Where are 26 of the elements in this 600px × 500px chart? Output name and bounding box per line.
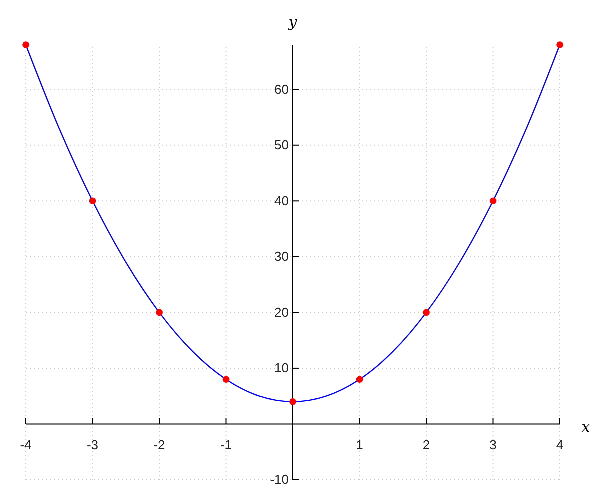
y-tick-label: 50 bbox=[274, 138, 289, 153]
y-tick-label: -10 bbox=[270, 472, 289, 488]
x-tick-label: -1 bbox=[220, 437, 232, 452]
point bbox=[490, 198, 497, 205]
x-tick-label: -2 bbox=[154, 437, 166, 452]
x-tick-label: -3 bbox=[86, 437, 99, 452]
point bbox=[22, 42, 30, 48]
y-tick-label: 20 bbox=[274, 304, 289, 320]
point bbox=[89, 198, 96, 205]
point bbox=[556, 42, 564, 48]
point bbox=[423, 309, 430, 316]
x-tick-label: 2 bbox=[422, 437, 430, 452]
y-axis-title: y bbox=[288, 13, 298, 31]
x-tick-label: 1 bbox=[356, 437, 364, 452]
point bbox=[156, 309, 163, 316]
y-tick-label: 30 bbox=[274, 249, 289, 264]
x-tick-label: 3 bbox=[490, 437, 497, 452]
y-tick-label: 40 bbox=[274, 193, 289, 208]
x-tick-label: 4 bbox=[556, 437, 564, 452]
y-tick-label: 60 bbox=[274, 82, 289, 97]
x-axis-title: x bbox=[582, 418, 591, 436]
x-tick-label: -4 bbox=[20, 437, 32, 452]
y-tick-label: 10 bbox=[274, 360, 289, 376]
point bbox=[222, 376, 230, 383]
point bbox=[356, 376, 364, 383]
point bbox=[290, 398, 296, 406]
